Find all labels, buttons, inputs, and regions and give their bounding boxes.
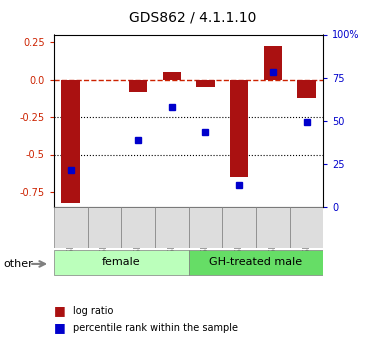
FancyBboxPatch shape bbox=[54, 250, 189, 275]
Bar bbox=[230, 79, 248, 177]
Bar bbox=[162, 72, 181, 79]
Text: log ratio: log ratio bbox=[73, 306, 114, 315]
Text: GH-treated male: GH-treated male bbox=[209, 257, 303, 267]
Text: ■: ■ bbox=[54, 304, 66, 317]
FancyBboxPatch shape bbox=[155, 207, 189, 248]
FancyBboxPatch shape bbox=[88, 207, 121, 248]
Bar bbox=[297, 79, 316, 98]
FancyBboxPatch shape bbox=[121, 207, 155, 248]
Text: female: female bbox=[102, 257, 141, 267]
Bar bbox=[62, 79, 80, 203]
FancyBboxPatch shape bbox=[189, 207, 223, 248]
Bar bbox=[196, 79, 215, 87]
FancyBboxPatch shape bbox=[256, 207, 290, 248]
FancyBboxPatch shape bbox=[290, 207, 323, 248]
Text: ■: ■ bbox=[54, 321, 66, 334]
Bar bbox=[264, 47, 282, 79]
Text: GDS862 / 4.1.1.10: GDS862 / 4.1.1.10 bbox=[129, 10, 256, 24]
FancyBboxPatch shape bbox=[223, 207, 256, 248]
Text: other: other bbox=[4, 259, 33, 269]
Text: percentile rank within the sample: percentile rank within the sample bbox=[73, 323, 238, 333]
FancyBboxPatch shape bbox=[54, 207, 88, 248]
Bar bbox=[129, 79, 147, 91]
FancyBboxPatch shape bbox=[189, 250, 323, 275]
